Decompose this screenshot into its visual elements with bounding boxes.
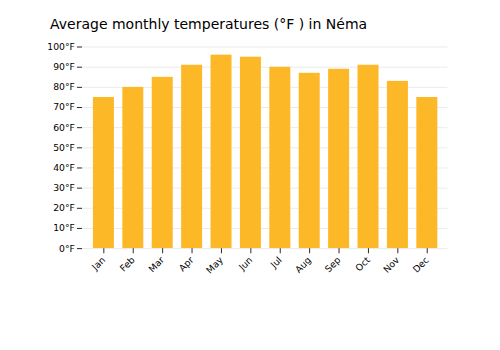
svg-text:Apr: Apr [176, 254, 195, 273]
svg-text:80°F: 80°F [53, 81, 75, 92]
svg-text:May: May [204, 254, 226, 276]
svg-text:Aug: Aug [293, 254, 314, 275]
svg-text:Jan: Jan [89, 254, 108, 273]
svg-text:Sep: Sep [322, 254, 342, 274]
svg-text:Dec: Dec [410, 254, 430, 274]
svg-text:50°F: 50°F [53, 142, 75, 153]
svg-text:Jul: Jul [267, 254, 283, 270]
svg-text:Jun: Jun [236, 254, 255, 273]
svg-text:10°F: 10°F [53, 222, 75, 233]
svg-text:20°F: 20°F [53, 202, 75, 213]
svg-text:100°F: 100°F [47, 41, 75, 52]
svg-text:Feb: Feb [117, 254, 136, 273]
svg-text:60°F: 60°F [53, 122, 75, 133]
svg-text:Mar: Mar [146, 254, 166, 274]
svg-text:30°F: 30°F [53, 182, 75, 193]
svg-text:70°F: 70°F [53, 101, 75, 112]
svg-text:40°F: 40°F [53, 162, 75, 173]
svg-text:90°F: 90°F [53, 61, 75, 72]
svg-text:0°F: 0°F [59, 243, 75, 254]
svg-text:Nov: Nov [381, 254, 402, 275]
html-text:Average monthly temperatures (: Average monthly temperatures (°F ) in Né… [50, 16, 368, 32]
svg-text:Oct: Oct [353, 254, 372, 273]
